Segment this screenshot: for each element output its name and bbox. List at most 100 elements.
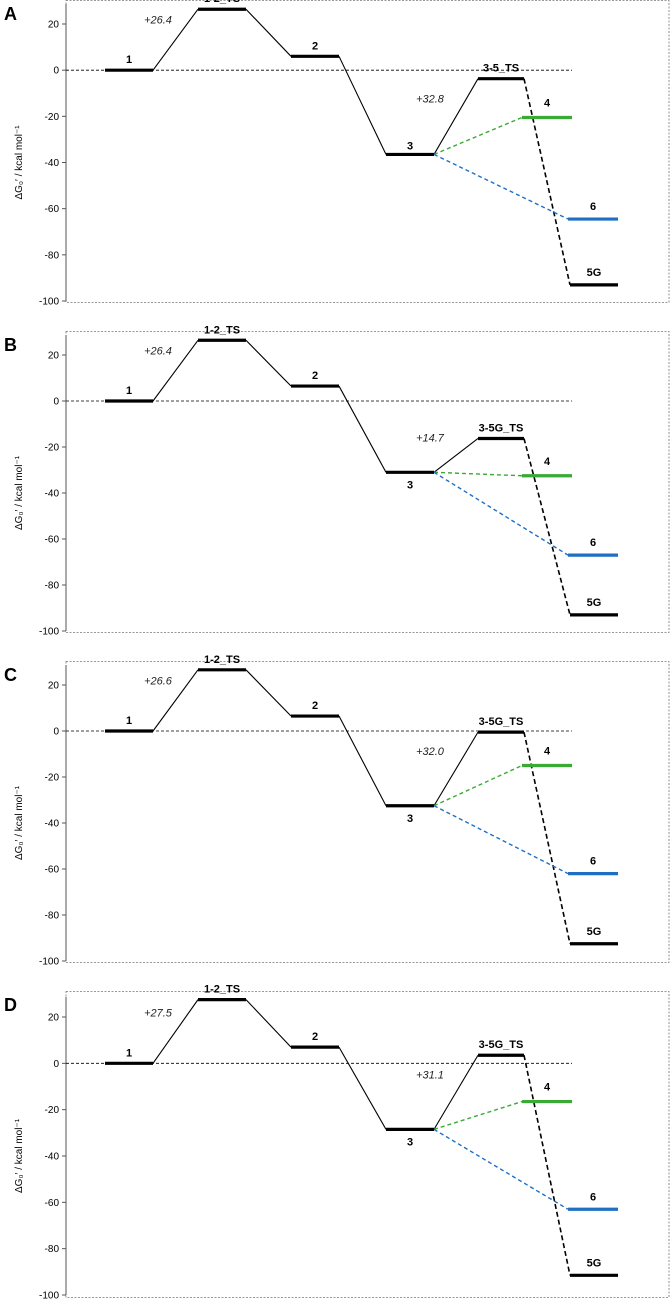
y-tick-label: -60 [45,865,60,876]
panel-letter: B [4,335,17,355]
connector-3-to-4 [433,1100,523,1131]
connector-3-to-6 [433,153,569,220]
level-label-3: 3 [407,140,413,152]
panel-b: 20 0 -20 -40 -60 -80 -100 ΔG₀′ / kcal mol⁻¹ B 1 1-… [4,324,670,638]
level-label-5g: 5G [587,1257,602,1269]
y-tick-label: -100 [39,627,59,638]
plot-frame [65,0,670,303]
level-label-1: 1 [126,54,132,66]
y-axis-label: ΔG₀′ / kcal mol⁻¹ [14,455,25,530]
panel-letter: C [4,665,17,685]
level-label-2: 2 [312,370,318,382]
level-label-6: 6 [590,201,596,213]
barrier-label-first: +26.6 [144,675,173,687]
connector-ts2-to-5g [523,731,571,944]
barrier-label-first: +26.4 [144,14,172,26]
y-tick-label: -20 [45,112,60,123]
connector-ts1-to-2 [245,999,292,1048]
level-label-3-5g-ts: 3-5G_TS [479,1039,524,1051]
connector-3-to-6 [433,1128,569,1210]
level-label-6: 6 [590,856,596,868]
level-label-6: 6 [590,537,596,549]
connector-1-to-ts1 [152,8,199,71]
connector-3-to-ts2 [433,78,479,155]
panel-letter: A [4,4,17,24]
level-label-1: 1 [126,1047,132,1059]
y-tick-label: 0 [53,1059,59,1070]
barrier-label-first: +27.5 [144,1007,173,1019]
connector-3-to-6 [433,471,569,556]
connector-3-to-ts2 [433,731,479,807]
level-label-1-2-ts: 1-2_TS [204,0,240,5]
barrier-label-second: +32.0 [416,746,445,758]
y-tick-label: -80 [45,250,60,261]
y-tick-label: -40 [45,819,60,830]
y-axis-label: ΔG₀′ / kcal mol⁻¹ [14,1118,25,1193]
y-tick-label: -60 [45,535,60,546]
connector-ts2-to-5g [523,1055,571,1276]
connector-ts2-to-5g [523,78,571,286]
level-label-5g: 5G [587,597,602,609]
y-tick-label: -100 [39,1291,59,1299]
panel-letter: D [4,995,17,1015]
y-tick-label: -20 [45,443,60,454]
connector-ts2-to-5g [523,438,571,616]
barrier-label-second: +31.1 [416,1069,444,1081]
y-tick-label: -40 [45,1152,60,1163]
barrier-label-second: +14.7 [416,432,445,444]
plot-frame [65,661,670,963]
connector-1-to-ts1 [152,669,199,732]
connector-ts1-to-2 [245,669,292,717]
y-tick-label: 0 [53,727,59,738]
plot-frame [65,991,670,1298]
level-label-1-2-ts: 1-2_TS [204,324,240,336]
level-label-3-5g-ts: 3-5G_TS [479,422,524,434]
barrier-label-first: +26.4 [144,345,172,357]
level-label-1-2-ts: 1-2_TS [204,654,240,666]
plot-frame [65,331,670,633]
panel-a: 20 0 -20 -40 -60 -80 -100 ΔG₀′ / kcal mol⁻¹ A 1 1-… [4,0,670,308]
connector-2-to-3 [338,56,387,155]
y-tick-label: 20 [48,681,60,692]
connector-2-to-3 [338,385,387,473]
level-label-3: 3 [407,1136,413,1148]
level-label-3: 3 [407,813,413,825]
y-tick-label: 20 [48,20,60,31]
y-tick-label: -60 [45,204,60,215]
level-label-6: 6 [590,1191,596,1203]
y-axis-label: ΔG₀′ / kcal mol⁻¹ [14,785,25,860]
y-tick-label: 20 [48,351,60,362]
connector-3-to-ts2 [433,1054,479,1130]
level-label-1: 1 [126,715,132,727]
connector-2-to-3 [338,715,387,807]
level-label-3-5g-ts: 3-5G_TS [479,716,524,728]
panel-d: 20 0 -20 -40 -60 -80 -100 ΔG₀′ / kcal mol⁻¹ D 1 1-… [4,984,670,1299]
panel-c: 20 0 -20 -40 -60 -80 -100 ΔG₀′ / kcal mol⁻¹ C 1 1-… [4,654,670,968]
level-label-1-2-ts: 1-2_TS [204,984,240,996]
y-tick-label: -80 [45,1244,60,1255]
level-label-3: 3 [407,479,413,491]
y-tick-label: -20 [45,773,60,784]
level-label-2: 2 [312,40,318,52]
level-label-3-5-ts: 3-5_TS [483,63,519,75]
y-tick-label: -80 [45,581,60,592]
connector-1-to-ts1 [152,999,199,1064]
level-label-4: 4 [544,746,551,758]
connector-ts1-to-2 [245,339,292,387]
y-axis-label: ΔG₀′ / kcal mol⁻¹ [14,125,25,200]
connector-3-to-4 [433,764,523,807]
level-label-4: 4 [544,1082,551,1094]
y-tick-label: -100 [39,297,59,308]
y-tick-label: -80 [45,911,60,922]
y-tick-label: -40 [45,489,60,500]
level-label-1: 1 [126,385,132,397]
level-label-2: 2 [312,700,318,712]
level-label-4: 4 [544,97,551,109]
level-label-5g: 5G [587,926,602,938]
level-label-2: 2 [312,1031,318,1043]
connector-1-to-ts1 [152,339,199,402]
connector-3-to-4 [433,116,523,156]
y-tick-label: -100 [39,957,59,968]
connector-3-to-4 [433,471,523,477]
level-label-4: 4 [544,456,551,468]
